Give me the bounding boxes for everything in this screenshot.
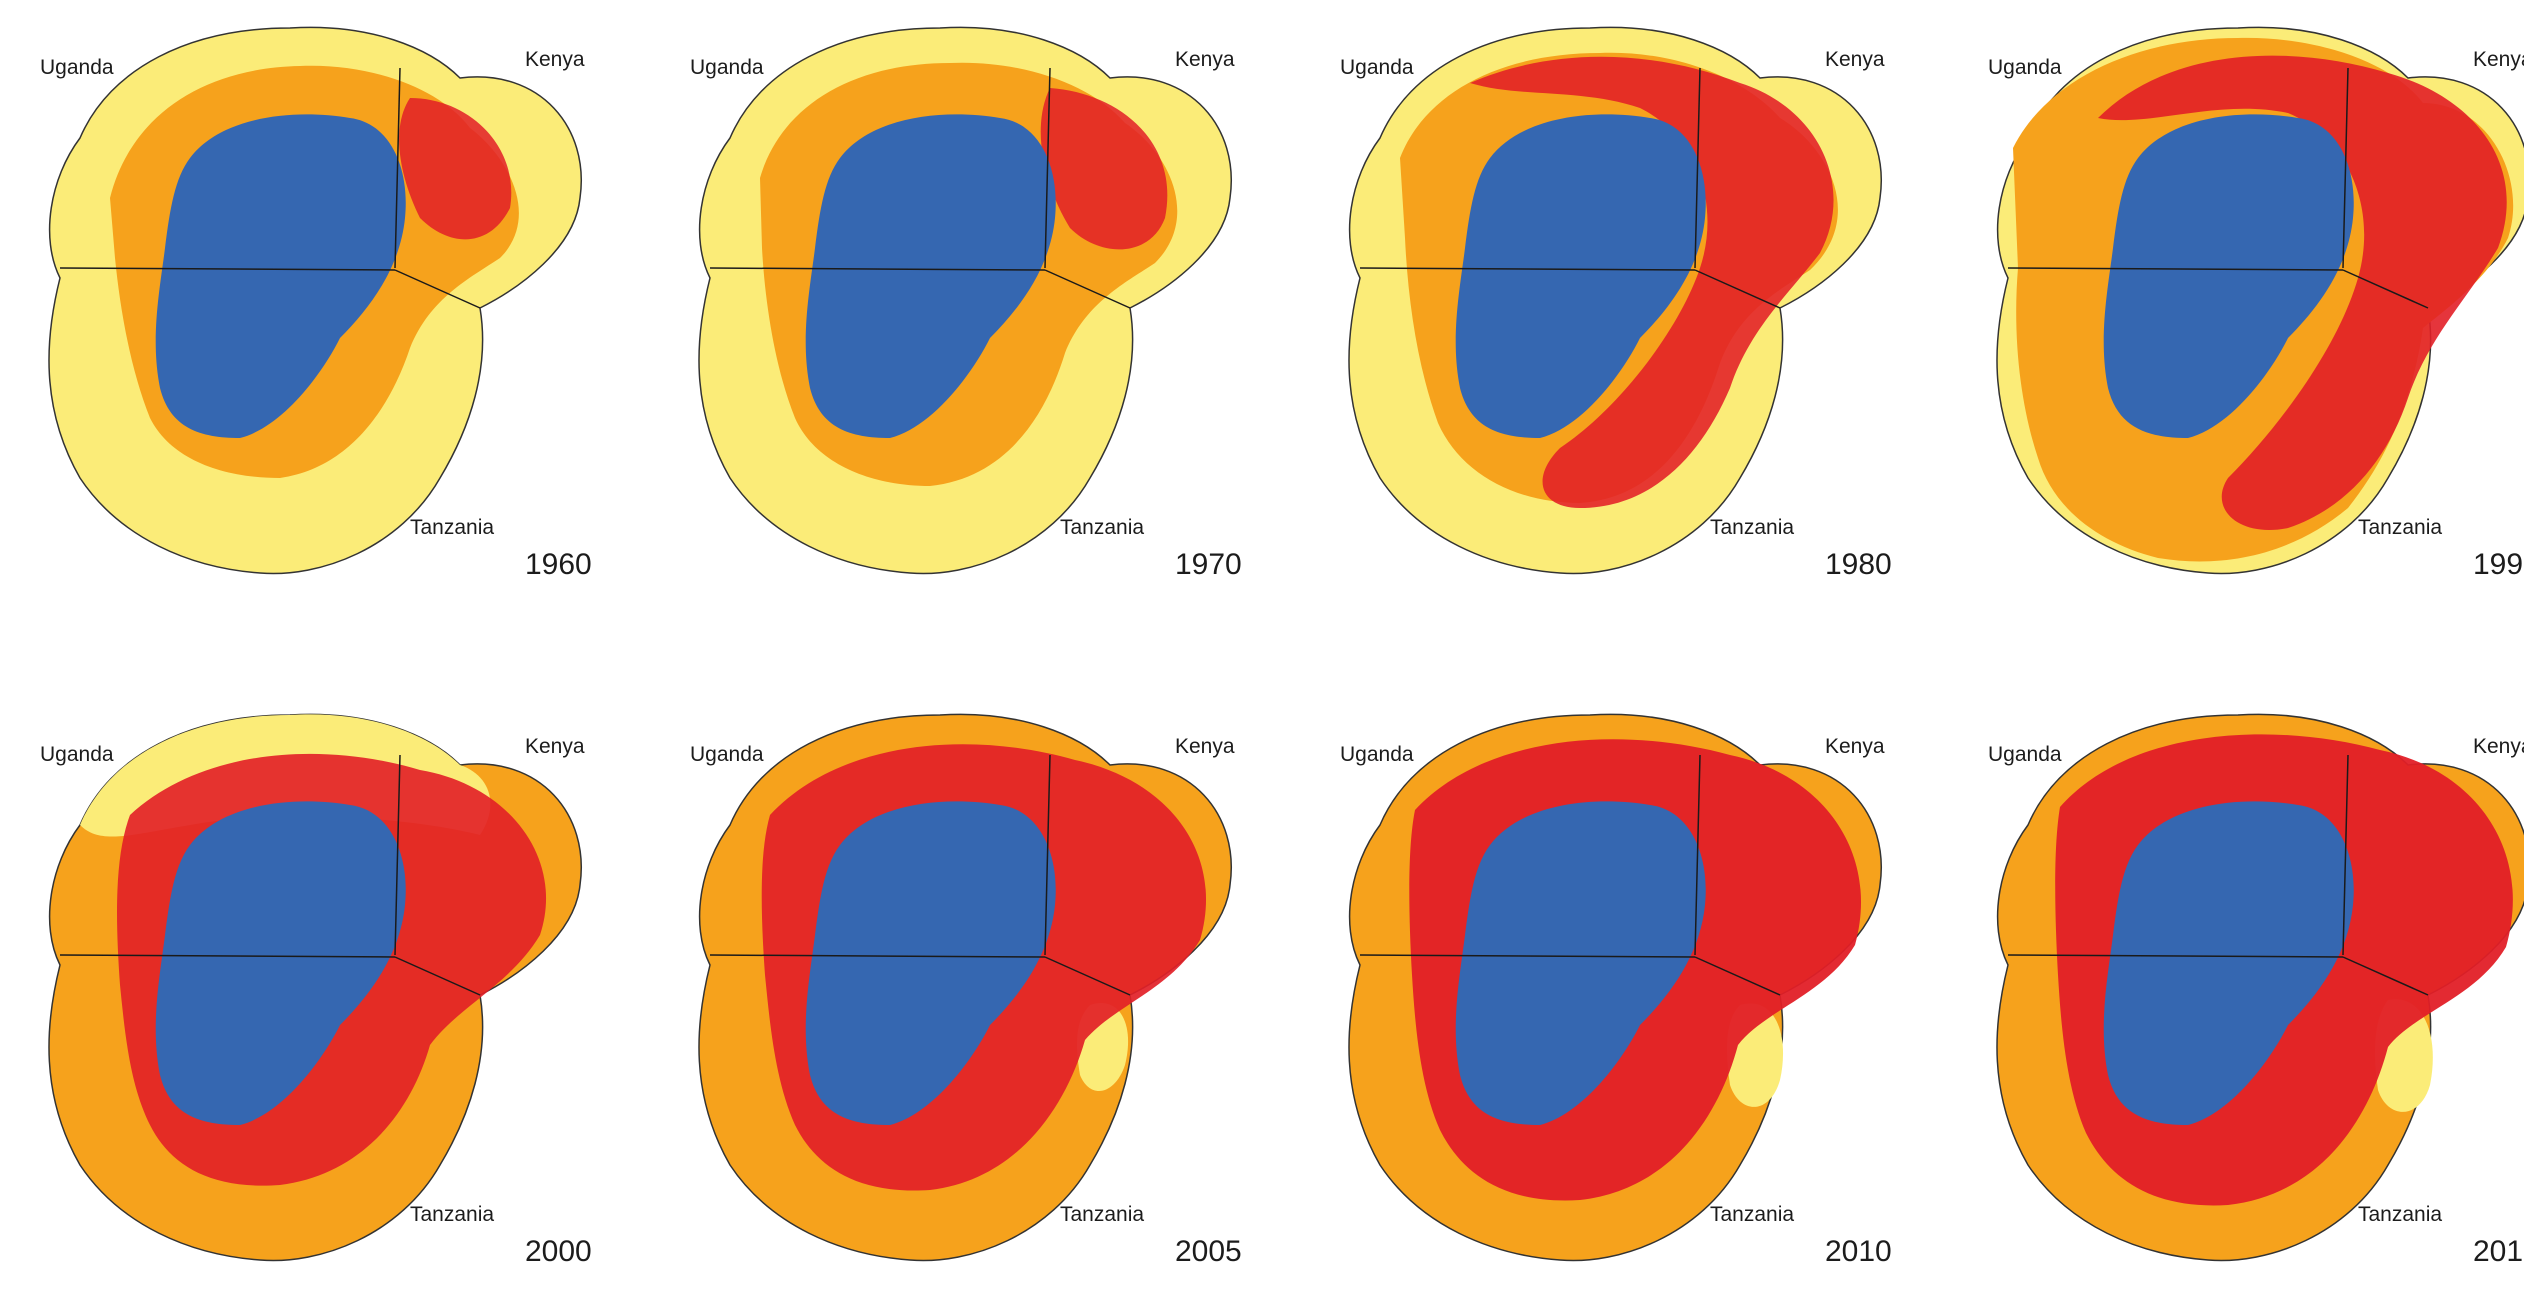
label-kenya: Kenya: [1175, 48, 1235, 71]
map-panel-2005: Uganda Kenya Tanzania 2005: [670, 695, 1310, 1295]
lake: [805, 801, 1056, 1125]
lake: [155, 114, 406, 439]
label-tanzania: Tanzania: [2358, 1203, 2443, 1226]
label-uganda: Uganda: [1988, 743, 2062, 766]
border-kenya-tanzania: [1694, 269, 1781, 309]
year-label: 1980: [1825, 548, 1892, 581]
border-uganda-tanzania: [59, 267, 396, 271]
border-uganda-kenya: [1694, 67, 1701, 269]
lake: [155, 801, 406, 1125]
label-tanzania: Tanzania: [1710, 1203, 1795, 1226]
border-uganda-kenya: [394, 67, 401, 269]
border-kenya-tanzania: [1044, 956, 1131, 996]
label-tanzania: Tanzania: [1060, 1203, 1145, 1226]
label-uganda: Uganda: [1988, 56, 2062, 79]
border-uganda-kenya: [2342, 67, 2349, 269]
label-kenya: Kenya: [525, 735, 585, 758]
label-kenya: Kenya: [525, 48, 585, 71]
border-uganda-kenya: [1044, 754, 1051, 956]
border-uganda-kenya: [2342, 754, 2349, 956]
label-uganda: Uganda: [1340, 56, 1414, 79]
border-uganda-tanzania: [709, 954, 1046, 958]
border-uganda-tanzania: [59, 954, 396, 958]
lake: [2103, 801, 2354, 1125]
border-kenya-tanzania: [1694, 956, 1781, 996]
year-label: 1960: [525, 548, 592, 581]
label-kenya: Kenya: [2473, 48, 2524, 71]
map-panel-1960: Uganda Kenya Tanzania 1960: [20, 8, 660, 608]
label-kenya: Kenya: [2473, 735, 2524, 758]
border-uganda-tanzania: [2007, 267, 2344, 271]
label-uganda: Uganda: [690, 56, 764, 79]
lake-victoria-map-2015: [1996, 713, 2524, 1262]
lake-victoria-map-2010: [1348, 713, 1882, 1262]
lake: [805, 114, 1056, 439]
lake-victoria-map-1960: [48, 26, 582, 575]
lake-victoria-map-2005: [698, 713, 1232, 1262]
lake-victoria-map-1970: [698, 26, 1232, 575]
label-tanzania: Tanzania: [410, 1203, 495, 1226]
border-uganda-tanzania: [2007, 954, 2344, 958]
map-panel-2015: Uganda Kenya Tanzania 2015: [1968, 695, 2524, 1295]
border-kenya-tanzania: [394, 956, 481, 996]
border-uganda-tanzania: [709, 267, 1046, 271]
lake-victoria-map-1980: [1348, 26, 1882, 575]
year-label: 2010: [1825, 1235, 1892, 1268]
border-uganda-tanzania: [1359, 954, 1696, 958]
border-uganda-tanzania: [1359, 267, 1696, 271]
lake: [1455, 114, 1706, 439]
lake: [1455, 801, 1706, 1125]
label-kenya: Kenya: [1825, 735, 1885, 758]
map-panel-1990: Uganda Kenya Tanzania 1990: [1968, 8, 2524, 608]
lake-victoria-map-2000: [48, 713, 582, 1262]
border-uganda-kenya: [394, 754, 401, 956]
label-tanzania: Tanzania: [1060, 516, 1145, 539]
map-panel-2000: Uganda Kenya Tanzania 2000: [20, 695, 660, 1295]
year-label: 1970: [1175, 548, 1242, 581]
label-uganda: Uganda: [1340, 743, 1414, 766]
year-label: 2000: [525, 1235, 592, 1268]
label-tanzania: Tanzania: [1710, 516, 1795, 539]
border-kenya-tanzania: [2342, 956, 2429, 996]
border-uganda-kenya: [1694, 754, 1701, 956]
high-zone: [1470, 56, 1834, 508]
border-kenya-tanzania: [394, 269, 481, 309]
border-kenya-tanzania: [1044, 269, 1131, 309]
label-tanzania: Tanzania: [2358, 516, 2443, 539]
high-zone: [2098, 55, 2507, 530]
map-panel-1970: Uganda Kenya Tanzania 1970: [670, 8, 1310, 608]
label-kenya: Kenya: [1825, 48, 1885, 71]
label-uganda: Uganda: [40, 743, 114, 766]
label-uganda: Uganda: [40, 56, 114, 79]
label-uganda: Uganda: [690, 743, 764, 766]
year-label: 1990: [2473, 548, 2524, 581]
lake-victoria-map-1990: [1996, 26, 2524, 575]
border-uganda-kenya: [1044, 67, 1051, 269]
lake: [2103, 114, 2354, 439]
map-panel-2010: Uganda Kenya Tanzania 2010: [1320, 695, 1960, 1295]
label-tanzania: Tanzania: [410, 516, 495, 539]
year-label: 2005: [1175, 1235, 1242, 1268]
high-zone: [399, 98, 512, 240]
high-zone: [1040, 88, 1168, 250]
map-panel-1980: Uganda Kenya Tanzania 1980: [1320, 8, 1960, 608]
border-kenya-tanzania: [2342, 269, 2429, 309]
year-label: 2015: [2473, 1235, 2524, 1268]
label-kenya: Kenya: [1175, 735, 1235, 758]
